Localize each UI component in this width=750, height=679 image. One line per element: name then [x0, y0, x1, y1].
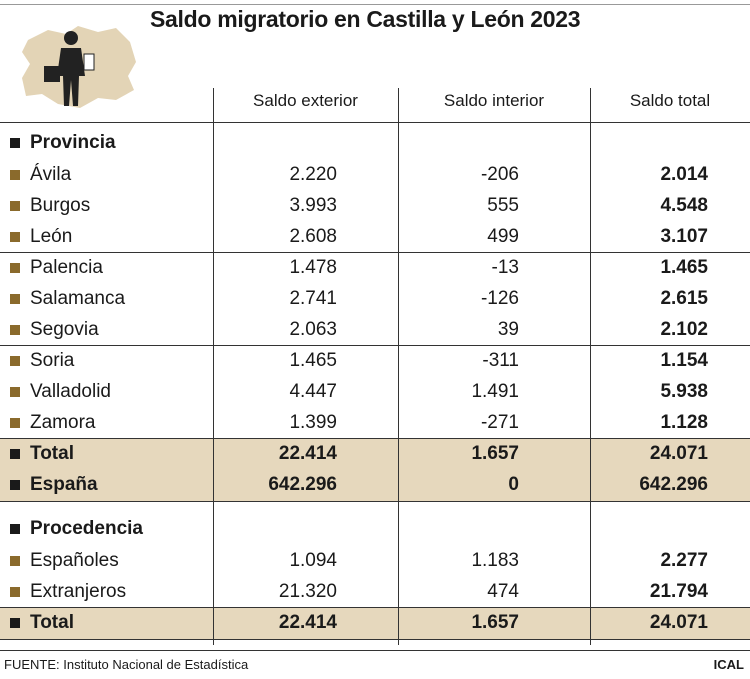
row-label: Soria [30, 350, 75, 371]
totals-band [0, 607, 750, 639]
cell-value: -206 [480, 164, 519, 185]
source: FUENTE: Instituto Nacional de Estadístic… [4, 657, 249, 672]
icon [22, 26, 136, 108]
row-label: España [30, 474, 98, 495]
cell-value: 2.014 [660, 164, 708, 185]
row-label: León [30, 226, 73, 247]
cell-value: 22.414 [278, 612, 337, 633]
cell-value: 0 [508, 474, 519, 495]
cell-value: 1.465 [289, 350, 337, 371]
row-label: Total [30, 443, 74, 464]
row-marker [10, 201, 20, 211]
cell-value: 39 [497, 319, 519, 340]
cell-value: 3.107 [660, 226, 708, 247]
cell-value: 3.993 [289, 195, 337, 216]
row-label: Palencia [30, 257, 103, 278]
cell-value: 2.102 [660, 319, 708, 340]
row-label: Extranjeros [30, 581, 127, 602]
group-rule [0, 345, 750, 346]
cell-value: 1.128 [660, 412, 708, 433]
row-marker [10, 556, 20, 566]
cell-value: 2.741 [289, 288, 337, 309]
row-marker [10, 294, 20, 304]
row-marker [10, 449, 20, 459]
cell-value: 4.447 [289, 381, 337, 402]
cell-value: 1.154 [660, 350, 708, 371]
cell-value: -13 [491, 257, 519, 278]
cell-value: 474 [487, 581, 519, 602]
cell-value: 5.938 [660, 381, 708, 402]
section-marker [10, 138, 20, 148]
cell-value: 2.063 [289, 319, 337, 340]
cell-value: 1.183 [471, 550, 519, 571]
row-marker [10, 170, 20, 180]
totals-rule [0, 438, 750, 439]
cell-value: 1.657 [471, 443, 519, 464]
row-label: Total [30, 612, 74, 633]
column-divider [590, 88, 591, 645]
cell-value: 642.296 [639, 474, 708, 495]
cell-value: 21.794 [649, 581, 708, 602]
row-marker [10, 587, 20, 597]
totals-band [0, 438, 750, 501]
cell-value: 2.220 [289, 164, 337, 185]
cell-value: 4.548 [660, 195, 708, 216]
cell-value: 24.071 [649, 612, 708, 633]
row-label: Ávila [30, 164, 72, 185]
column-divider [398, 88, 399, 645]
row-marker [10, 325, 20, 335]
section-heading: Procedencia [30, 518, 143, 539]
column-header: Saldo total [629, 91, 711, 110]
row-label: Valladolid [30, 381, 111, 402]
credit: ICAL [713, 657, 744, 672]
cell-value: 24.071 [649, 443, 708, 464]
column-header: Saldo interior [443, 91, 545, 110]
cell-value: 22.414 [278, 443, 337, 464]
row-label: Españoles [30, 550, 119, 571]
row-marker [10, 387, 20, 397]
row-label: Burgos [30, 195, 91, 216]
cell-value: 642.296 [268, 474, 337, 495]
cell-value: -126 [480, 288, 519, 309]
totals-rule [0, 639, 750, 640]
row-marker [10, 232, 20, 242]
totals-rule [0, 501, 750, 502]
header-rule [0, 122, 750, 123]
cell-value: 1.478 [289, 257, 337, 278]
row-marker [10, 356, 20, 366]
section-heading: Provincia [30, 132, 116, 153]
row-marker [10, 480, 20, 490]
row-label: Zamora [30, 412, 96, 433]
cell-value: 1.657 [471, 612, 519, 633]
cell-value: 1.094 [289, 550, 337, 571]
cell-value: 1.399 [289, 412, 337, 433]
row-marker [10, 263, 20, 273]
cell-value: 499 [487, 226, 519, 247]
title: Saldo migratorio en Castilla y León 2023 [150, 6, 581, 32]
cell-value: 2.608 [289, 226, 337, 247]
cell-value: 555 [487, 195, 519, 216]
cell-value: 2.615 [660, 288, 708, 309]
cell-value: -311 [482, 350, 519, 371]
row-marker [10, 618, 20, 628]
row-label: Segovia [30, 319, 99, 340]
column-divider [213, 88, 214, 645]
totals-rule [0, 607, 750, 608]
cell-value: -271 [480, 412, 519, 433]
cell-value: 2.277 [660, 550, 708, 571]
column-header: Saldo exterior [253, 91, 358, 110]
top-rule [0, 4, 750, 5]
cell-value: 1.465 [660, 257, 708, 278]
row-label: Salamanca [30, 288, 126, 309]
cell-value: 21.320 [278, 581, 337, 602]
cell-value: 1.491 [471, 381, 519, 402]
group-rule [0, 252, 750, 253]
bottom-rule [0, 650, 750, 651]
section-marker [10, 524, 20, 534]
row-marker [10, 418, 20, 428]
